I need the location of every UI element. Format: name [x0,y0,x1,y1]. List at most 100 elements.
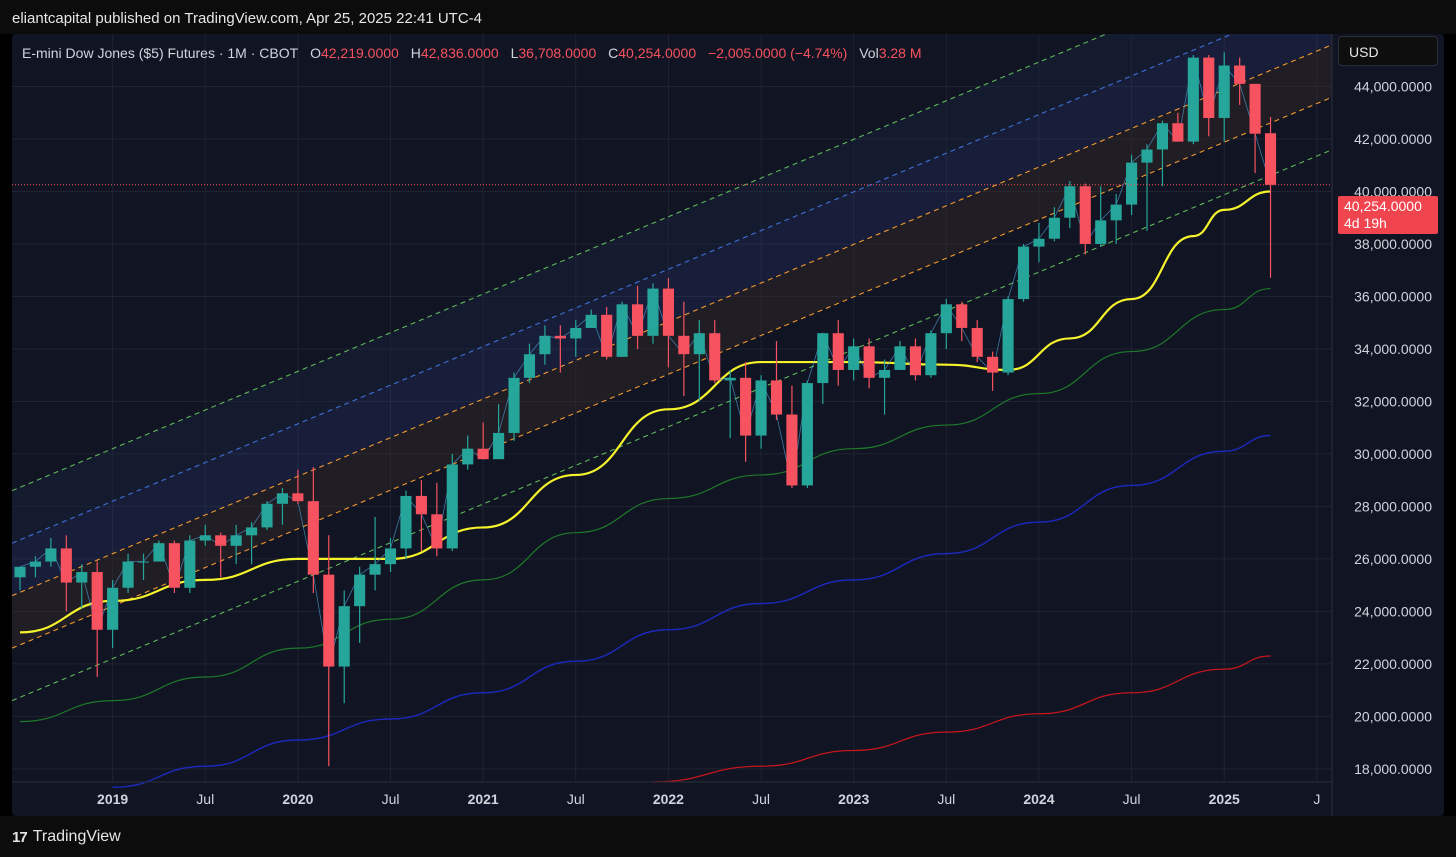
price-axis-label: 20,000.0000 [1354,708,1432,724]
publisher-line: eliantcapital published on TradingView.c… [12,10,483,27]
bar-countdown: 4d 19h [1344,215,1387,231]
price-axis-label: 44,000.0000 [1354,78,1432,94]
candle-body [662,288,674,336]
candle-body [647,288,659,336]
candle-body [523,354,536,378]
legend-symbol: E-mini Dow Jones ($5) Futures · 1M · CBO… [22,45,299,61]
candle-body [45,548,57,562]
candle-body [909,346,921,376]
candle-body [354,574,366,607]
price-axis-label: 34,000.0000 [1354,341,1432,357]
candle-body [400,495,412,549]
candle-body [384,548,397,565]
moving-average-line [652,655,1271,783]
candle-body [230,535,242,546]
currency-button[interactable]: USD [1338,36,1438,66]
candle-body [631,304,644,336]
time-axis-label: 2023 [838,791,869,807]
axes: 44,000.0000 42,000.0000 40,000.0000 38,000.… [12,34,1432,816]
legend-change: −2,005.0000 (−4.74%) [708,45,848,61]
time-axis-label: Jul [752,791,770,807]
channel-bands [12,34,1333,649]
candle-body [1187,57,1199,142]
candle-body [554,335,566,339]
moving-average-line [19,287,1271,723]
price-axis-label: 28,000.0000 [1354,498,1432,514]
legend-high-label: H [410,45,421,61]
channel-line [12,96,1333,649]
candle-body [709,333,721,381]
time-axis-label: 2022 [653,791,684,807]
candle-body [91,572,103,630]
time-axis-label: Jul [382,791,400,807]
candle-body [678,335,690,355]
candle-body [1234,65,1246,84]
price-axis-label: 36,000.0000 [1354,288,1432,304]
candle-body [137,561,150,563]
candle-body [292,493,304,502]
legend-vol-label: Vol [859,45,879,61]
candle-body [601,314,613,357]
legend-close-label: C [608,45,619,61]
candle-body [1249,83,1261,134]
time-axis-label: 2024 [1023,791,1054,807]
candle-body [770,380,783,415]
candle-body [925,333,937,376]
time-axis-label: J [1313,791,1320,807]
moving-average-line [19,190,1271,634]
tradingview-logo[interactable]: 17 TradingView [12,828,121,846]
candle-body [168,543,180,588]
candle-body [894,346,906,370]
candle-body [1095,220,1107,244]
price-axis-label: 30,000.0000 [1354,446,1432,462]
candle-body [832,333,844,370]
candle-body [323,574,335,667]
candle-body [1218,65,1230,118]
candle-body [153,543,165,562]
candle-body [1079,186,1091,244]
candle-body [462,448,474,465]
candle-body [60,548,72,583]
candle-body [369,564,381,575]
price-axis-label: 42,000.0000 [1354,131,1432,147]
candle-body [724,377,736,381]
candle-body [107,587,119,630]
candle-body [616,304,628,357]
chart-canvas[interactable]: 44,000.0000 42,000.0000 40,000.0000 38,000.… [12,34,1444,816]
candle-body [431,514,443,549]
moving-averages [19,57,1271,788]
price-axis-label: 26,000.0000 [1354,551,1432,567]
candle-body [786,414,798,486]
price-axis-label: 24,000.0000 [1354,603,1432,619]
candle-body [740,377,752,436]
candle-body [1156,123,1169,150]
candle-body [477,448,489,460]
time-axis-label: 2019 [97,791,128,807]
candle-body [755,380,767,436]
candle-body [446,464,458,549]
candle-body [261,503,273,528]
candle-body [585,314,597,328]
candle-body [1172,123,1184,142]
candle-body [1017,246,1030,300]
chart-frame: 44,000.0000 42,000.0000 40,000.0000 38,000.… [12,34,1444,816]
candle-body [307,501,319,575]
tradingview-wordmark: TradingView [32,828,121,845]
time-axis-label: 2025 [1209,791,1240,807]
channel-line [12,34,1234,544]
candle-body [1048,217,1060,239]
candle-body [570,327,582,339]
candle-body [14,566,26,578]
price-axis-label: 18,000.0000 [1354,761,1432,777]
candle-body [1141,149,1153,163]
candle-body [848,346,860,370]
channel-line [12,149,1333,702]
close-line [19,57,1271,667]
candle-body [1064,186,1076,218]
candle-body [801,383,813,486]
time-axis-label: Jul [196,791,214,807]
price-axis-label: 38,000.0000 [1354,236,1432,252]
time-axis-label: Jul [1123,791,1141,807]
legend-low: 36,708.0000 [518,45,597,61]
candle-body [971,327,983,357]
